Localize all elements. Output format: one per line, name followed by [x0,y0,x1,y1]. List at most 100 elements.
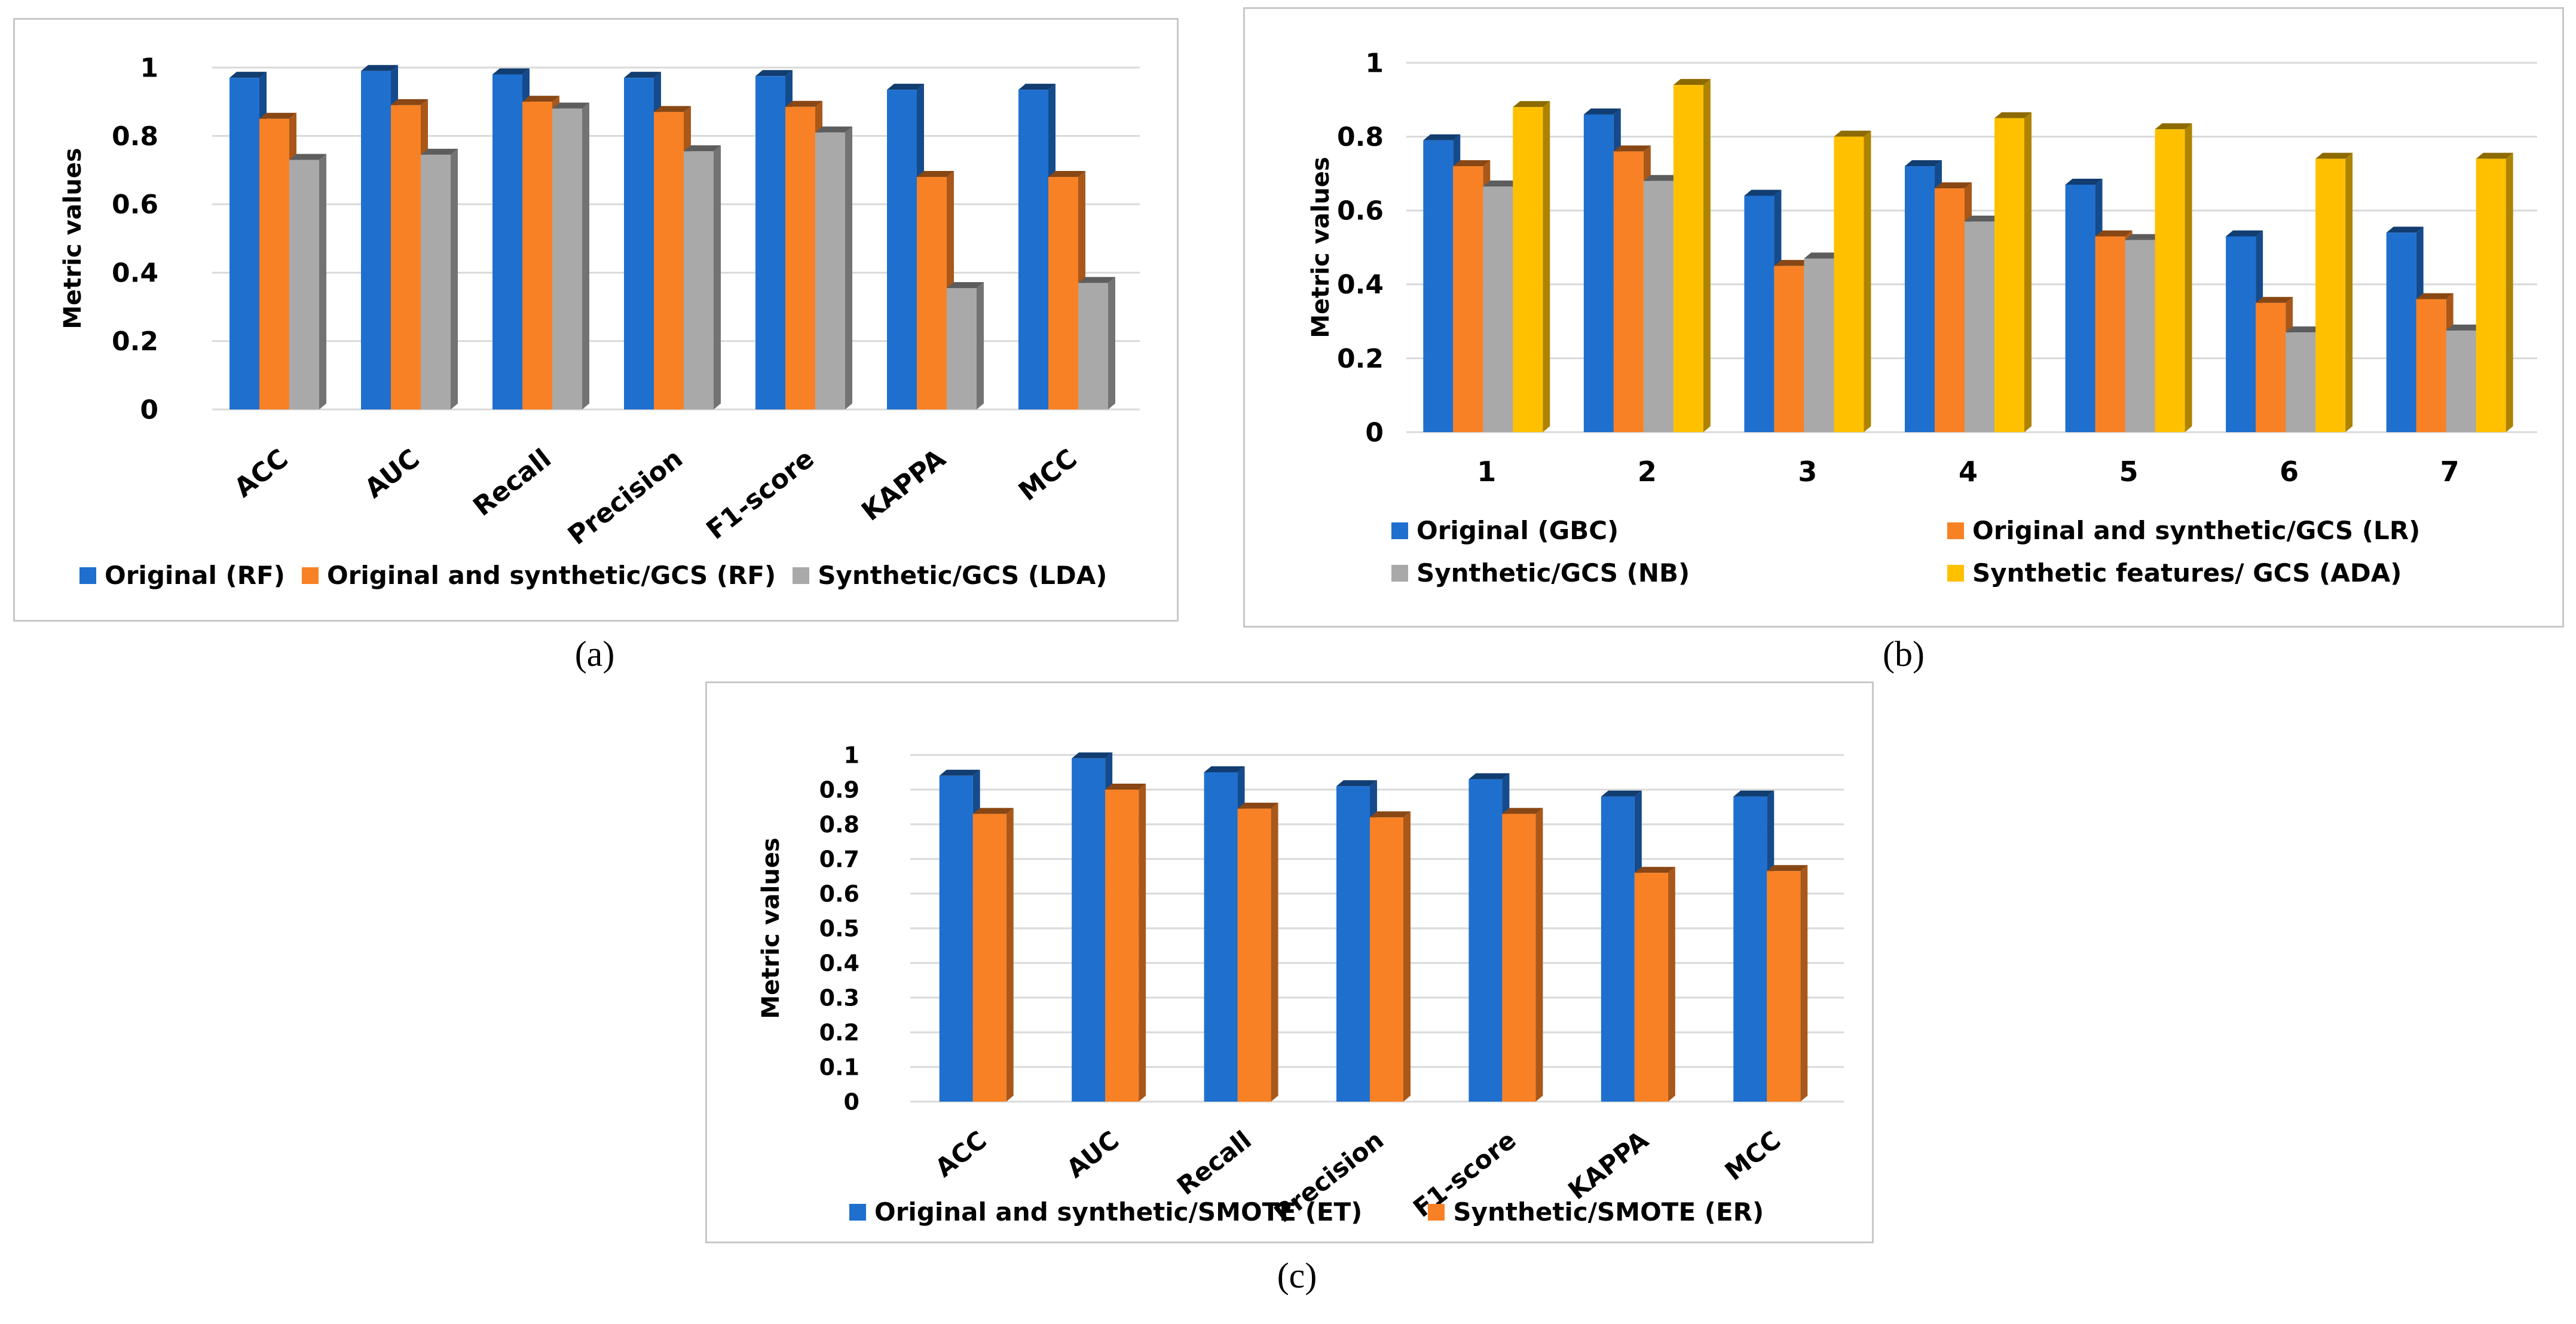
bar-front [1965,221,1994,432]
y-tick-label: 0.7 [819,846,859,872]
bar-front [1453,166,1483,432]
bar [1834,130,1871,432]
legend-label: Synthetic features/ GCS (ADA) [1972,558,2402,588]
legend-label: Synthetic/GCS (LDA) [818,561,1108,590]
bar-top [1994,112,2032,118]
bar [684,145,721,409]
x-tick-label: AUC [1061,1125,1124,1184]
bar-top [1204,766,1245,772]
bar-front [755,76,785,410]
bar-top [1804,252,1841,259]
bar-top [421,148,458,155]
legend-swatch [1391,522,1408,539]
bar-front [785,106,815,409]
bar-side [2024,112,2032,432]
bar-front [2315,158,2346,432]
legend-label: Original and synthetic/SMOTE (ET) [874,1197,1363,1227]
chart-a-legend: Original (RF) Original and synthetic/GCS… [79,561,1167,590]
bar-top [552,102,589,109]
bar-top [1423,134,1461,140]
bar-front [1237,808,1271,1102]
y-tick-label: 1 [1365,48,1384,78]
bar [1994,112,2032,432]
legend-swatch [301,567,319,584]
x-tick-label: ACC [930,1125,992,1183]
chart-a-canvas: 0 0.2 0.4 0.6 0.8 1 Metric values ACC AUC Recall P… [59,53,1140,551]
bar-top [1453,160,1491,167]
bar-front [1905,166,1935,432]
bar-front [939,775,973,1102]
x-tick-label: 4 [1959,455,1978,488]
bar [1634,867,1675,1102]
bar-front [2095,236,2125,432]
bar-top [2315,152,2353,159]
bar-top [1965,215,2002,222]
bar-top [1468,773,1510,779]
bar-front [1744,195,1775,432]
bar-front [1583,114,1614,432]
bar-side [2505,152,2513,432]
bar-top [522,96,559,102]
bar-front [2256,302,2286,432]
y-tick-label: 0.2 [112,326,158,357]
bar-top [1643,175,1681,181]
bar-front [684,151,714,409]
bar-top [1834,130,1871,137]
bar-front [972,814,1006,1102]
bar-top [785,100,822,107]
y-tick-label: 0 [844,1088,859,1115]
bar-front [2476,158,2506,432]
bar-side [1139,784,1146,1102]
legend-label: Original and synthetic/GCS (RF) [326,561,776,590]
chart-panel-b: 0 0.2 0.4 0.6 0.8 1 Metric values 1 2 3 4 5 6 7 Origi… [1243,7,2564,628]
bar-front [654,112,684,410]
bar-front [1834,136,1864,432]
bar [1673,79,1711,432]
bar-top [2386,227,2424,233]
bar-side [319,154,326,409]
bar-top [1774,259,1812,266]
bar-front [1804,258,1834,432]
legend-label: Original (GBC) [1417,516,1619,545]
bar-top [755,70,793,77]
y-tick-label: 0.1 [819,1054,859,1080]
bar-front [624,78,654,409]
legend-swatch [849,1203,866,1221]
y-tick-label: 0.8 [112,121,158,152]
bar-top [1072,752,1113,759]
bar-top [1237,802,1278,809]
y-axis-label: Metric values [757,837,785,1019]
x-tick-label: 6 [2280,455,2299,488]
bar [1370,811,1411,1102]
bar-top [1483,181,1520,187]
bar-front [1613,151,1644,432]
bar [2315,152,2353,432]
x-tick-label: 3 [1798,455,1817,488]
x-tick-label: F1-score [701,443,820,545]
legend-label: Original (RF) [105,561,285,590]
bar-front [2446,331,2476,432]
chart-b-canvas: 0 0.2 0.4 0.6 0.8 1 Metric values 1 2 3 4 5 6 7 [1307,48,2537,488]
y-tick-label: 0.6 [819,880,859,907]
bar-top [289,154,326,160]
bar-front [492,74,522,409]
bar-top [684,145,721,152]
bar [1078,277,1115,409]
y-tick-label: 1 [844,742,859,768]
bar-front [1774,265,1804,432]
bar [1767,865,1808,1102]
bar-top [939,769,980,776]
bar-front [1078,283,1108,409]
y-tick-label: 0.5 [819,915,859,941]
chart-c-canvas: 0 0.1 0.2 0.3 0.4 0.5 0.6 0.7 0.8 0.9 1 Metric valu… [757,742,1844,1228]
bar-front [947,288,977,409]
x-tick-label: Recall [467,443,556,522]
bar-top [1018,84,1056,90]
legend-swatch [79,567,96,584]
legend-swatch [1947,522,1964,539]
bar-front [2155,129,2185,433]
y-axis-label: Metric values [1307,157,1335,338]
bar-front [2286,332,2316,432]
bar-top [972,808,1014,814]
x-tick-label: 5 [2119,455,2138,488]
